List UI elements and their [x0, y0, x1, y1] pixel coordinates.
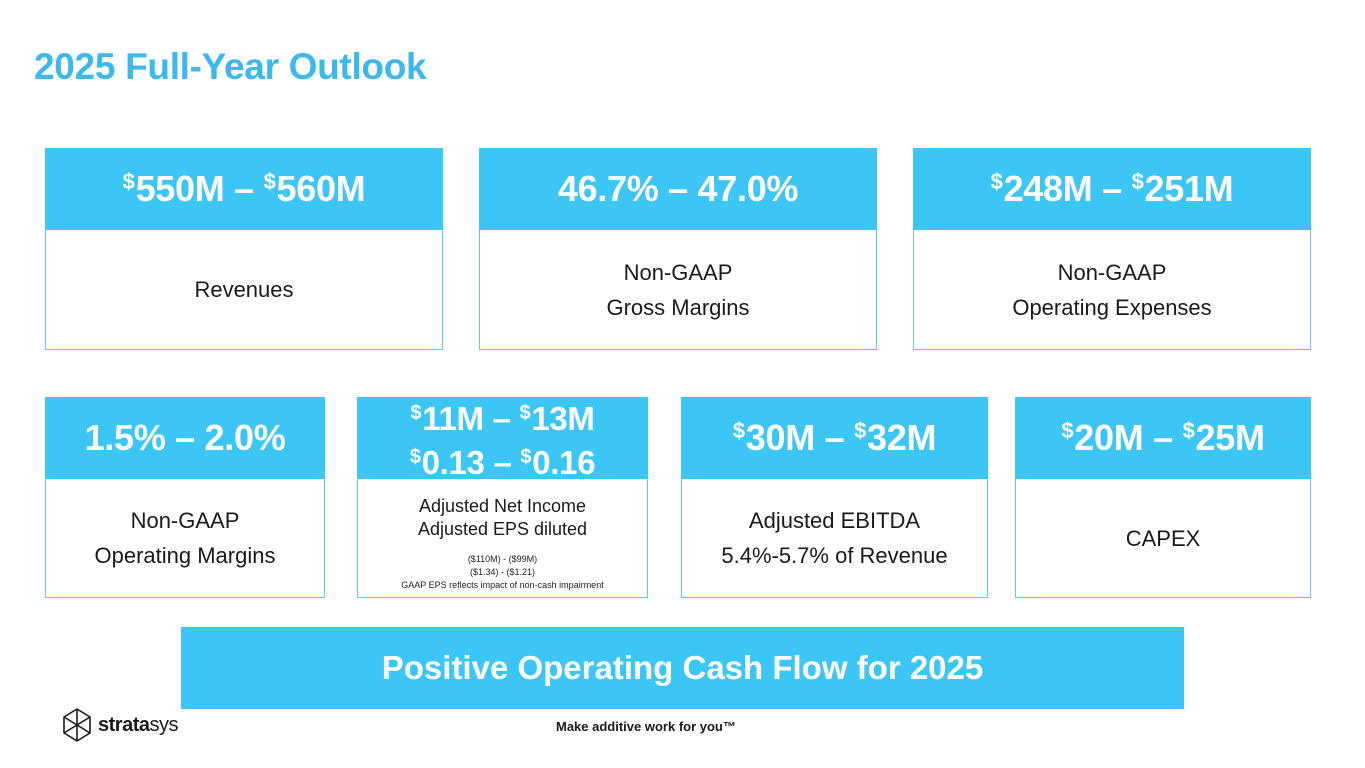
- net-income-eps-card: $11M – $13M $0.13 – $0.16 Adjusted Net I…: [357, 397, 648, 598]
- card-value: 1.5% – 2.0%: [45, 397, 325, 479]
- revenues-card: $550M – $560M Revenues: [45, 148, 443, 350]
- card-label: Revenues: [45, 230, 443, 350]
- logo-wordmark: stratasys: [98, 713, 178, 736]
- gross-margins-card: 46.7% – 47.0% Non-GAAP Gross Margins: [479, 148, 877, 350]
- gaap-notes: ($110M) - ($99M) ($1.34) - ($1.21) GAAP …: [401, 554, 604, 590]
- card-value: $30M – $32M: [681, 397, 988, 479]
- cash-flow-banner: Positive Operating Cash Flow for 2025: [181, 627, 1184, 709]
- card-label: Adjusted EBITDA 5.4%-5.7% of Revenue: [681, 479, 988, 598]
- ebitda-card: $30M – $32M Adjusted EBITDA 5.4%-5.7% of…: [681, 397, 988, 598]
- card-value: $20M – $25M: [1015, 397, 1311, 479]
- card-label: Non-GAAP Operating Expenses: [913, 230, 1311, 350]
- card-label: CAPEX: [1015, 479, 1311, 598]
- card-value: $550M – $560M: [45, 148, 443, 230]
- stratasys-logo: stratasys: [62, 708, 178, 742]
- tagline: Make additive work for you™: [556, 719, 736, 734]
- stratasys-logo-icon: [63, 708, 91, 742]
- card-label: Adjusted Net Income Adjusted EPS diluted…: [357, 479, 648, 598]
- operating-expenses-card: $248M – $251M Non-GAAP Operating Expense…: [913, 148, 1311, 350]
- card-label: Non-GAAP Gross Margins: [479, 230, 877, 350]
- card-value: $11M – $13M $0.13 – $0.16: [357, 397, 648, 481]
- operating-margins-card: 1.5% – 2.0% Non-GAAP Operating Margins: [45, 397, 325, 598]
- card-value: $248M – $251M: [913, 148, 1311, 230]
- capex-card: $20M – $25M CAPEX: [1015, 397, 1311, 598]
- card-label: Non-GAAP Operating Margins: [45, 479, 325, 598]
- page-title: 2025 Full-Year Outlook: [34, 46, 427, 87]
- card-value: 46.7% – 47.0%: [479, 148, 877, 230]
